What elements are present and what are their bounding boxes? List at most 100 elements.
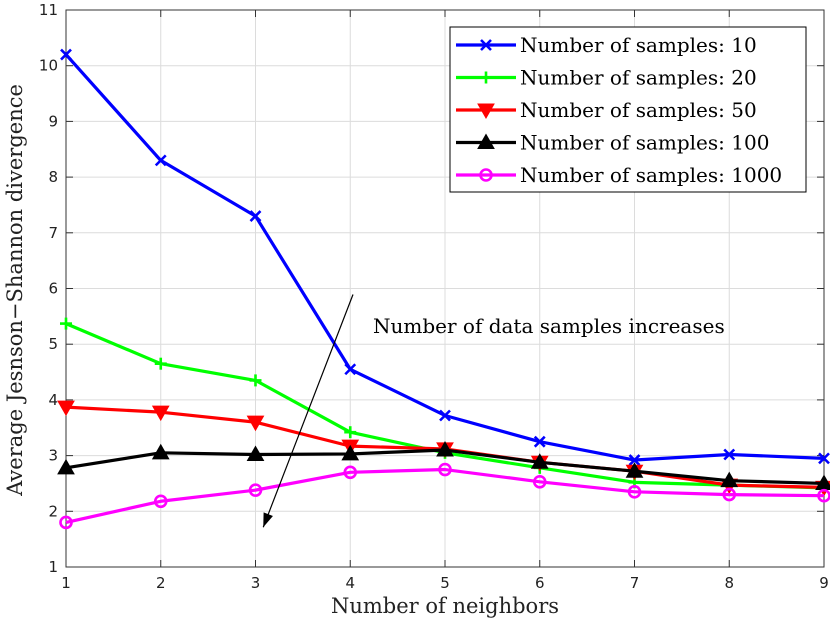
marker-shape	[246, 415, 265, 432]
x-tick-label: 9	[819, 574, 829, 592]
data-point	[60, 317, 72, 330]
marker-shape	[479, 168, 493, 182]
data-point	[154, 357, 167, 370]
marker-stroke	[344, 363, 357, 376]
marker-shape	[341, 444, 360, 461]
legend-marker	[477, 103, 495, 120]
marker-shape	[343, 465, 358, 480]
data-point	[625, 462, 644, 478]
data-point	[439, 409, 451, 422]
y-tick-label: 10	[39, 57, 58, 75]
marker-stroke	[533, 435, 546, 448]
marker-stroke	[818, 452, 830, 465]
marker-shape	[248, 483, 263, 497]
legend-marker	[477, 133, 495, 149]
legend-entry-4: Number of samples: 1000	[456, 163, 782, 187]
marker-stroke	[480, 39, 492, 51]
annotation-text: Number of data samples increases	[373, 314, 725, 338]
x-axis-label: Number of neighbors	[331, 594, 559, 618]
y-tick-label: 6	[48, 280, 58, 298]
marker-shape	[438, 462, 452, 477]
x-tick-label: 4	[345, 574, 355, 592]
marker-shape	[627, 485, 642, 499]
data-point	[530, 453, 549, 469]
x-tick-label: 2	[156, 574, 166, 592]
marker-shape	[530, 453, 549, 469]
data-point	[246, 415, 265, 432]
marker-shape	[477, 103, 495, 120]
y-tick-label: 9	[48, 112, 58, 130]
marker-shape	[153, 494, 168, 509]
data-point	[533, 435, 546, 448]
marker-stroke	[154, 154, 167, 167]
annotation: Number of data samples increases	[262, 294, 725, 528]
data-point	[436, 441, 454, 457]
marker-shape	[151, 443, 170, 460]
data-point	[344, 363, 357, 376]
x-tick-label: 6	[535, 574, 545, 592]
data-point	[249, 374, 262, 387]
legend-label: Number of samples: 10	[520, 33, 757, 57]
legend-label: Number of samples: 100	[520, 131, 769, 155]
legend-marker	[480, 71, 492, 84]
y-tick-label: 4	[48, 391, 58, 409]
series-layer	[57, 48, 830, 530]
data-point	[57, 400, 75, 417]
series-3	[57, 441, 830, 490]
y-tick-label: 3	[48, 447, 58, 465]
data-point	[151, 443, 170, 460]
legend-marker	[480, 39, 492, 51]
legend-label: Number of samples: 50	[520, 98, 757, 122]
marker-stroke	[60, 48, 72, 61]
marker-shape	[722, 487, 737, 502]
x-tick-label: 5	[440, 574, 450, 592]
marker-shape	[720, 471, 739, 488]
data-point	[57, 458, 75, 475]
data-point	[344, 426, 357, 439]
x-tick-label: 1	[61, 574, 71, 592]
data-point	[153, 494, 168, 509]
marker-shape	[477, 133, 495, 149]
series-0	[60, 48, 830, 466]
marker-stroke	[439, 409, 451, 422]
annotation-arrow	[262, 294, 354, 528]
y-tick-label: 7	[48, 224, 58, 242]
data-point	[628, 454, 641, 466]
legend-entry-2: Number of samples: 50	[456, 98, 757, 122]
marker-shape	[246, 445, 265, 461]
y-tick-label: 2	[48, 502, 58, 520]
annotation-arrowhead	[263, 512, 273, 528]
marker-stroke	[249, 210, 262, 223]
data-point	[249, 210, 262, 223]
series-4	[59, 462, 830, 530]
x-tick-label: 8	[724, 574, 734, 592]
data-point	[151, 405, 170, 422]
data-point	[343, 465, 358, 480]
data-point	[720, 471, 739, 488]
marker-shape	[625, 462, 644, 478]
legend: Number of samples: 10 Number of samples: …	[449, 26, 807, 193]
legend-label: Number of samples: 1000	[520, 163, 782, 187]
marker-shape	[436, 441, 454, 457]
legend-entry-1: Number of samples: 20	[456, 66, 757, 90]
marker-shape	[151, 405, 170, 422]
marker-stroke	[723, 448, 736, 461]
y-tick-label: 8	[48, 168, 58, 186]
legend-label: Number of samples: 20	[520, 66, 757, 90]
data-point	[438, 462, 452, 477]
marker-shape	[57, 400, 75, 417]
data-point	[627, 485, 642, 499]
data-point	[154, 154, 167, 167]
y-tick-label: 11	[39, 1, 58, 19]
x-tick-label: 3	[251, 574, 261, 592]
y-axis-label: Average Jesnson−Shannon divergence	[3, 84, 27, 497]
data-point	[60, 48, 72, 61]
data-point	[59, 515, 73, 530]
data-point	[532, 474, 547, 489]
data-point	[723, 448, 736, 461]
y-tick-label: 1	[48, 558, 58, 576]
marker-shape	[59, 515, 73, 530]
data-point	[818, 452, 830, 465]
data-point	[341, 444, 360, 461]
